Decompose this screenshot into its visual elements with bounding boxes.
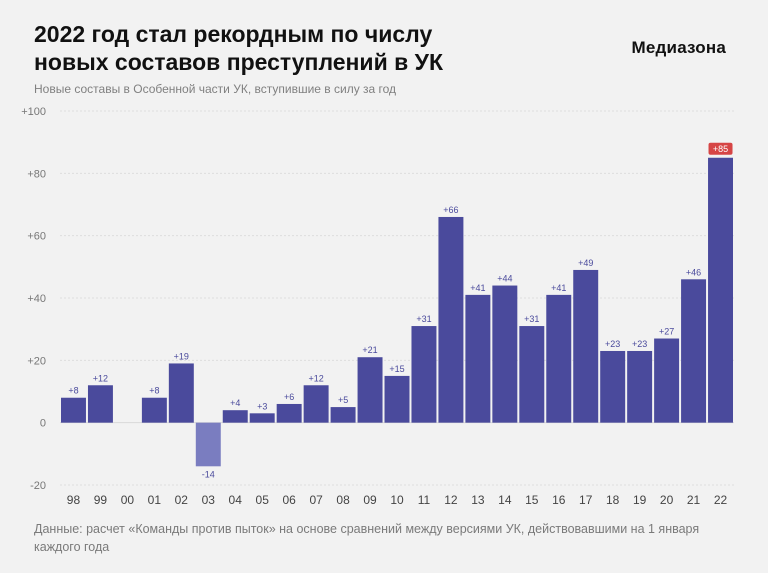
- x-tick-label: 05: [256, 493, 270, 507]
- x-tick-label: 08: [336, 493, 350, 507]
- bar: [141, 397, 167, 423]
- data-label: +6: [284, 392, 294, 402]
- data-label: +46: [686, 267, 701, 277]
- data-label: +12: [93, 373, 108, 383]
- x-tick-label: 18: [606, 493, 620, 507]
- data-label: +31: [524, 314, 539, 324]
- x-tick-label: 98: [67, 493, 81, 507]
- x-tick-label: 20: [660, 493, 674, 507]
- bar: [438, 216, 464, 423]
- bar: [492, 285, 518, 423]
- bar: [87, 385, 113, 423]
- data-label: +23: [605, 339, 620, 349]
- data-label: +5: [338, 395, 348, 405]
- chart-title: 2022 год стал рекордным по числу новых с…: [34, 20, 594, 76]
- data-label: +4: [230, 398, 240, 408]
- y-tick-label: +60: [27, 231, 46, 243]
- data-label: +8: [149, 386, 159, 396]
- bar: [384, 375, 410, 423]
- chart-subtitle: Новые составы в Особенной части УК, всту…: [34, 82, 397, 96]
- x-tick-label: 00: [121, 493, 135, 507]
- data-label: -14: [202, 469, 215, 479]
- bar: [330, 407, 356, 423]
- x-tick-label: 17: [579, 493, 593, 507]
- x-tick-label: 19: [633, 493, 647, 507]
- x-tick-label: 99: [94, 493, 108, 507]
- x-tick-label: 10: [390, 493, 404, 507]
- y-tick-label: +20: [27, 355, 46, 367]
- x-tick-label: 14: [498, 493, 512, 507]
- bar: [600, 350, 626, 423]
- data-label: +41: [551, 283, 566, 293]
- data-label: +21: [362, 345, 377, 355]
- bar: [681, 279, 707, 423]
- bar: [519, 326, 545, 423]
- highlight-badge: [708, 142, 733, 155]
- data-label: +23: [632, 339, 647, 349]
- x-tick-label: 01: [148, 493, 162, 507]
- data-label: +19: [174, 351, 189, 361]
- chart-title-line-1: 2022 год стал рекордным по числу: [34, 21, 433, 47]
- x-tick-label: 07: [309, 493, 323, 507]
- bar: [276, 403, 302, 423]
- y-tick-label: +80: [27, 168, 46, 180]
- y-tick-label: +100: [21, 106, 46, 118]
- y-tick-label: 0: [40, 418, 46, 430]
- data-label: +31: [416, 314, 431, 324]
- x-tick-label: 09: [363, 493, 377, 507]
- data-label: +3: [257, 401, 267, 411]
- bar: [61, 397, 86, 423]
- data-label: +15: [389, 364, 404, 374]
- y-tick-label: +40: [27, 293, 46, 305]
- source-footnote: Данные: расчет «Команды против пыток» на…: [34, 522, 700, 554]
- bar: [303, 385, 329, 423]
- bar-chart: -20 0 +20 +40 +60 +80 +100 +8 98 +12 99 00 +8 01 +19 02…: [21, 106, 734, 507]
- bar: [546, 294, 572, 423]
- x-tick-label: 13: [471, 493, 485, 507]
- bar: [627, 350, 653, 423]
- data-label: +12: [308, 373, 323, 383]
- bar: [654, 338, 680, 423]
- bar: [357, 357, 383, 423]
- x-tick-label: 04: [229, 493, 243, 507]
- bar: [573, 269, 599, 423]
- data-label: +41: [470, 283, 485, 293]
- x-tick-label: 12: [444, 493, 458, 507]
- bar: [465, 294, 491, 423]
- chart-title-line-2: новых составов преступлений в УК: [34, 49, 443, 75]
- data-label: +27: [659, 327, 674, 337]
- x-tick-label: 22: [714, 493, 728, 507]
- data-label: +44: [497, 274, 512, 284]
- data-label: +66: [443, 205, 458, 215]
- x-tick-label: 02: [175, 493, 189, 507]
- bar: [195, 422, 221, 467]
- data-label: +85: [713, 144, 728, 154]
- x-tick-label: 16: [552, 493, 566, 507]
- x-tick-label: 11: [418, 493, 431, 507]
- bar: [249, 413, 275, 423]
- bar: [411, 326, 437, 423]
- x-tick-label: 06: [282, 493, 296, 507]
- x-tick-label: 21: [687, 493, 701, 507]
- bar: [708, 157, 733, 423]
- x-tick-label: 15: [525, 493, 539, 507]
- brand-logo[interactable]: Медиазона: [631, 38, 726, 57]
- x-tick-label: 03: [202, 493, 216, 507]
- data-label: +8: [68, 386, 78, 396]
- bar: [168, 363, 194, 423]
- data-label: +49: [578, 258, 593, 268]
- y-tick-label: -20: [30, 480, 46, 492]
- bar: [222, 410, 248, 423]
